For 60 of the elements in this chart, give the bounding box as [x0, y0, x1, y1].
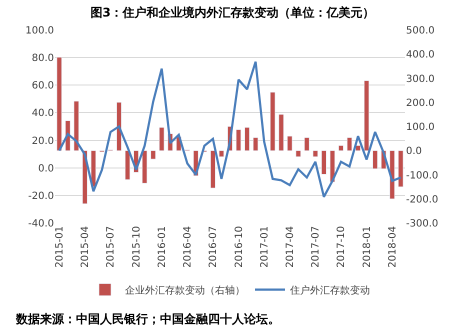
y2-tick-label: 500.0 [406, 26, 435, 36]
y-tick-label: 40.0 [32, 108, 54, 120]
x-tick-label: 2017-04 [285, 226, 296, 268]
x-tick-label: 2016-10 [234, 226, 245, 268]
bar [312, 150, 318, 157]
bar [364, 80, 370, 151]
x-tick-label: 2015-07 [106, 226, 117, 268]
x-tick-label: 2016-01 [156, 226, 168, 268]
bar [124, 150, 130, 180]
bar [150, 150, 156, 160]
x-tick-label: 2016-07 [208, 226, 220, 268]
y-tick-label: 0.0 [38, 163, 54, 174]
bar [244, 127, 250, 151]
bar [253, 137, 258, 151]
x-tick-label: 2017-07 [310, 226, 322, 268]
bar [304, 137, 310, 151]
x-tick-label: 2015-01 [54, 226, 66, 268]
legend-label: 企业外汇存款变动（右轴） [125, 284, 245, 297]
y-tick-label: -40.0 [28, 218, 54, 230]
bar [296, 150, 301, 157]
bar [372, 150, 378, 169]
x-tick-label: 2016-04 [182, 226, 194, 268]
bar [321, 150, 326, 175]
x-tick-label: 2018-01 [362, 226, 373, 268]
bar [278, 114, 284, 151]
y-tick-label: 100.0 [25, 26, 54, 36]
bar [56, 57, 62, 151]
y2-tick-label: 200.0 [406, 98, 435, 109]
line-series [58, 60, 402, 198]
bar [159, 127, 164, 151]
bar [74, 100, 79, 151]
bar [346, 137, 352, 151]
y-tick-label: 20.0 [32, 136, 54, 147]
y2-tick-label: -100.0 [406, 170, 438, 182]
x-tick-label: 2015-10 [131, 226, 142, 268]
y-tick-label: 60.0 [32, 80, 54, 92]
bar [398, 150, 404, 188]
chart-title: 图3：住户和企业境内外汇存款变动（单位：亿美元） [90, 6, 375, 20]
bar [142, 150, 148, 184]
y2-tick-label: 400.0 [406, 50, 435, 61]
x-tick-label: 2015-04 [80, 226, 92, 268]
bar [236, 129, 242, 151]
source-note: 数据来源：中国人民银行；中国金融四十人论坛。 [15, 312, 280, 326]
bar [355, 145, 361, 151]
y-tick-label: 80.0 [32, 53, 54, 64]
y2-tick-label: -300.0 [406, 218, 438, 230]
y2-tick-label: 100.0 [406, 122, 435, 133]
legend-label: 住户外汇存款变动 [290, 284, 370, 297]
y2-tick-label: -200.0 [406, 194, 438, 206]
x-tick-label: 2018-04 [387, 226, 398, 268]
x-tick-label: 2017-01 [259, 226, 270, 268]
x-tick-label: 2017-10 [336, 226, 348, 268]
y-tick-label: -20.0 [28, 190, 54, 202]
bar [218, 150, 224, 157]
bar [287, 136, 292, 151]
y2-tick-label: 0.0 [406, 146, 422, 158]
bar [210, 150, 216, 188]
y2-tick-label: 300.0 [406, 74, 435, 85]
bar [338, 145, 344, 151]
bar [270, 92, 276, 151]
